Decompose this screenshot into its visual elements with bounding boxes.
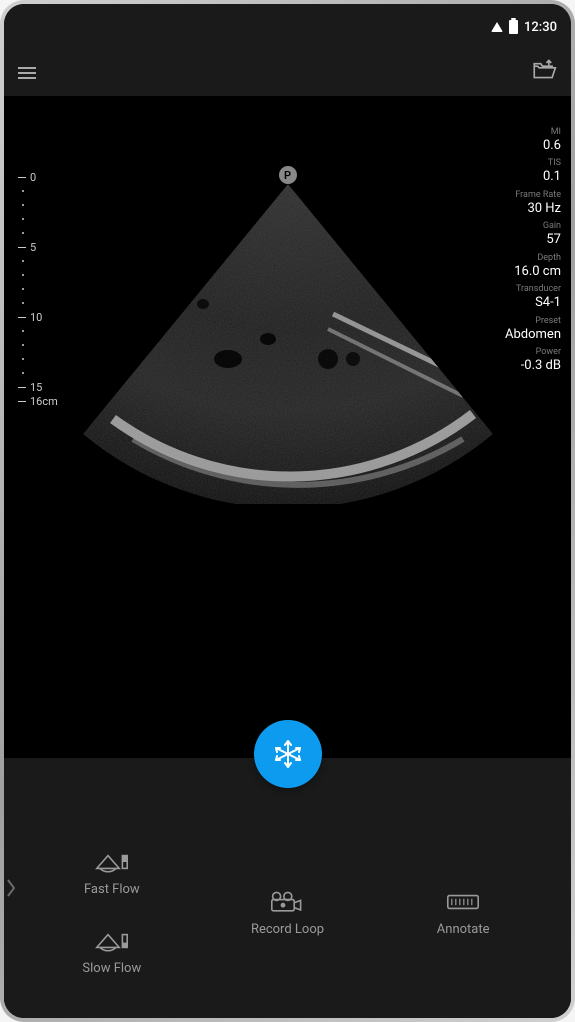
wifi-icon (491, 22, 503, 32)
depth-tick-minor (18, 226, 58, 240)
depth-tick-minor (18, 254, 58, 268)
info-value: 16.0 cm (505, 264, 561, 280)
fast-flow-label: Fast Flow (84, 882, 140, 897)
depth-tick-minor (18, 324, 58, 338)
info-value: 0.1 (505, 169, 561, 185)
info-value: 0.6 (505, 138, 561, 154)
depth-tick-major: 15 (18, 380, 58, 394)
expand-panel-icon[interactable] (4, 866, 18, 910)
snowflake-icon (273, 739, 303, 769)
controls-panel: Fast Flow Slow Flow (4, 758, 571, 1018)
info-label: MI (505, 128, 561, 138)
battery-icon (509, 20, 518, 34)
info-value: 57 (505, 232, 561, 248)
ultrasound-sector (73, 184, 503, 504)
open-folder-icon[interactable] (531, 58, 557, 88)
info-label: Gain (505, 222, 561, 232)
depth-tick-minor (18, 338, 58, 352)
record-loop-button[interactable]: Record Loop (251, 888, 324, 937)
depth-unit-label: 16cm (18, 394, 58, 408)
depth-scale: 0 5 10 1516cm (18, 170, 58, 408)
depth-tick-minor (18, 268, 58, 282)
depth-tick-minor (18, 198, 58, 212)
probe-marker-label: P (284, 169, 291, 182)
depth-tick-major: 10 (18, 310, 58, 324)
info-item: Power-0.3 dB (505, 348, 561, 373)
depth-tick-major: 5 (18, 240, 58, 254)
slow-flow-label: Slow Flow (82, 961, 141, 976)
depth-tick-minor (18, 212, 58, 226)
annotate-label: Annotate (437, 922, 490, 937)
info-item: TransducerS4-1 (505, 285, 561, 310)
scan-info-panel: MI0.6 TIS0.1 Frame Rate30 Hz Gain57 Depth16.… (505, 128, 561, 380)
info-label: Depth (505, 254, 561, 264)
info-label: TIS (505, 159, 561, 169)
depth-tick-minor (18, 366, 58, 380)
info-label: Preset (505, 317, 561, 327)
annotate-button[interactable]: Annotate (437, 888, 490, 937)
depth-tick-major: 0 (18, 170, 58, 184)
tablet-bezel: 12:30 (0, 0, 575, 1022)
app-bar (4, 50, 571, 96)
info-item: TIS0.1 (505, 159, 561, 184)
info-label: Frame Rate (505, 191, 561, 201)
record-loop-label: Record Loop (251, 922, 324, 937)
probe-orientation-marker: P (279, 166, 297, 184)
info-label: Power (505, 348, 561, 358)
info-value: -0.3 dB (505, 358, 561, 374)
depth-tick-minor (18, 296, 58, 310)
status-bar: 12:30 (4, 4, 571, 50)
info-item: Gain57 (505, 222, 561, 247)
info-value: 30 Hz (505, 201, 561, 217)
info-item: Frame Rate30 Hz (505, 191, 561, 216)
info-item: PresetAbdomen (505, 317, 561, 342)
slow-flow-button[interactable]: Slow Flow (82, 927, 141, 976)
info-value: S4-1 (505, 295, 561, 311)
clock: 12:30 (524, 20, 557, 35)
menu-icon[interactable] (18, 67, 36, 79)
depth-tick-minor (18, 184, 58, 198)
info-item: MI0.6 (505, 128, 561, 153)
info-item: Depth16.0 cm (505, 254, 561, 279)
screen: 12:30 (4, 4, 571, 1018)
depth-tick-minor (18, 282, 58, 296)
fast-flow-button[interactable]: Fast Flow (84, 848, 140, 897)
info-value: Abdomen (505, 327, 561, 343)
depth-tick-minor (18, 352, 58, 366)
freeze-button[interactable] (254, 720, 322, 788)
imaging-area: P 0 5 10 1516cm MI0.6 TIS0.1 Frame Rate30 Hz G… (4, 96, 571, 1018)
info-label: Transducer (505, 285, 561, 295)
